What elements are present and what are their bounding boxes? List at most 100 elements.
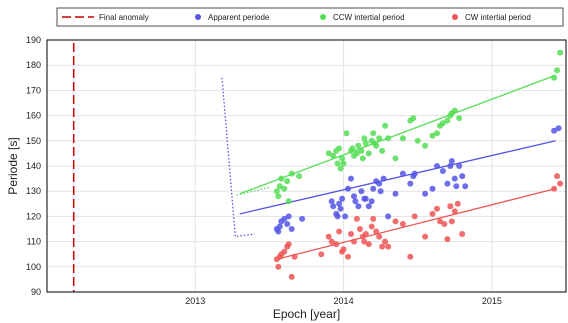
ccw-intertial-period-point: [281, 185, 288, 192]
ccw-intertial-period-point: [284, 178, 291, 185]
ccw-intertial-period-point: [296, 173, 303, 180]
cw-intertial-period-point: [336, 228, 343, 235]
legend-label: CW intertial period: [465, 13, 531, 22]
apparent-periode-point: [462, 183, 469, 190]
apparent-periode-point: [330, 203, 337, 210]
ccw-intertial-period-point: [422, 142, 429, 149]
cw-intertial-period-point: [351, 238, 357, 245]
ccw-intertial-period-point: [349, 145, 356, 152]
cw-intertial-period-point: [444, 236, 451, 243]
ccw-intertial-period-point: [414, 137, 421, 144]
cw-intertial-period-point: [291, 253, 298, 260]
y-tick-label: 120: [26, 211, 41, 221]
ccw-intertial-period-point: [278, 175, 285, 182]
fit-lines: [221, 74, 556, 260]
ccw-intertial-period-point: [399, 135, 406, 142]
apparent-periode-point: [551, 127, 558, 134]
ccw-intertial-period-point: [373, 142, 380, 149]
cw-intertial-period-point: [356, 226, 363, 232]
apparent-periode-point: [368, 198, 375, 205]
grid: [47, 39, 566, 293]
ccw-intertial-period-point: [325, 150, 332, 157]
cw-intertial-period-point: [441, 221, 448, 227]
apparent-periode-point: [444, 180, 451, 187]
legend-box: [56, 7, 564, 27]
cw-intertial-period-point: [422, 233, 429, 240]
apparent-periode-fit-extension: [221, 77, 255, 238]
cw-intertial-period-point: [407, 253, 414, 260]
cw-intertial-period-point: [362, 231, 369, 237]
ccw-intertial-period-point: [275, 193, 282, 200]
cw-intertial-period-point: [345, 253, 351, 260]
y-tick-label: 140: [26, 161, 41, 171]
apparent-periode-point: [337, 205, 344, 212]
cw-intertial-period-point: [454, 200, 461, 207]
ccw-intertial-period-point: [554, 67, 561, 74]
data-points: [273, 49, 564, 280]
ccw-intertial-period-point: [334, 160, 341, 167]
cw-intertial-period-point: [411, 213, 418, 220]
plot-frame: [46, 39, 567, 293]
cw-intertial-period-point: [373, 228, 380, 235]
cw-intertial-period-point: [429, 210, 436, 217]
apparent-periode-point: [439, 168, 446, 174]
cw-intertial-period-point: [285, 241, 292, 248]
apparent-periode-point: [411, 170, 418, 177]
legend-swatch: [195, 14, 201, 20]
y-tick-label: 170: [26, 85, 41, 95]
ccw-intertial-period-point: [439, 120, 446, 127]
x-tick-label: 2015: [482, 296, 502, 306]
ccw-intertial-period-point: [353, 150, 360, 157]
cw-intertial-period-point: [399, 221, 406, 227]
cw-intertial-period-point: [379, 243, 386, 250]
x-tick-label: 2014: [334, 296, 354, 306]
cw-intertial-period-point: [365, 241, 372, 248]
ccw-intertial-period-point: [451, 107, 458, 114]
cw-intertial-period-point: [325, 233, 332, 240]
apparent-periode-point: [281, 215, 288, 222]
ccw-intertial-period-point: [429, 132, 436, 139]
apparent-periode-point: [370, 185, 377, 192]
y-tick-label: 110: [27, 237, 41, 247]
apparent-periode-point: [422, 190, 429, 197]
cw-intertial-period-point: [382, 238, 389, 245]
apparent-periode-point: [348, 175, 354, 182]
cw-intertial-period-point: [281, 248, 288, 255]
cw-intertial-period-point: [275, 263, 282, 270]
legend-label: Final anomaly: [99, 13, 149, 22]
y-tick-label: 100: [26, 262, 41, 272]
cw-intertial-period-point: [328, 238, 335, 245]
cw-intertial-period-point: [437, 218, 443, 225]
cw-intertial-period-point: [348, 231, 354, 237]
apparent-periode-point: [284, 221, 291, 227]
ccw-intertial-period-point: [330, 152, 337, 159]
cw-intertial-period-point: [361, 238, 368, 245]
apparent-periode-point: [365, 203, 372, 210]
apparent-periode-point: [434, 163, 440, 169]
ccw-intertial-period-point: [410, 115, 417, 122]
cw-intertial-period-point: [318, 251, 325, 258]
cw-intertial-period-point: [353, 215, 360, 222]
y-tick-label: 150: [26, 136, 41, 146]
ccw-intertial-period-point: [288, 170, 295, 177]
apparent-periode-point: [399, 170, 406, 177]
apparent-periode-point: [456, 163, 463, 169]
ccw-intertial-period-point: [382, 122, 389, 129]
cw-intertial-period-point: [376, 233, 383, 240]
apparent-periode-point: [345, 185, 351, 192]
apparent-periode-point: [339, 195, 346, 202]
apparent-periode-point: [276, 223, 283, 230]
ccw-intertial-period-point: [361, 135, 368, 142]
ccw-intertial-period-point: [339, 155, 346, 162]
ccw-intertial-period-point: [557, 49, 564, 56]
apparent-periode-point: [288, 226, 295, 232]
ccw-intertial-period-point: [276, 183, 283, 190]
apparent-periode-point: [447, 163, 454, 169]
apparent-periode-point: [275, 228, 282, 235]
ccw-intertial-period-point: [285, 198, 292, 205]
apparent-periode-point: [351, 193, 357, 200]
ccw-intertial-period-point: [434, 130, 440, 137]
cw-intertial-period-point: [368, 223, 375, 230]
apparent-periode-point: [459, 173, 466, 180]
